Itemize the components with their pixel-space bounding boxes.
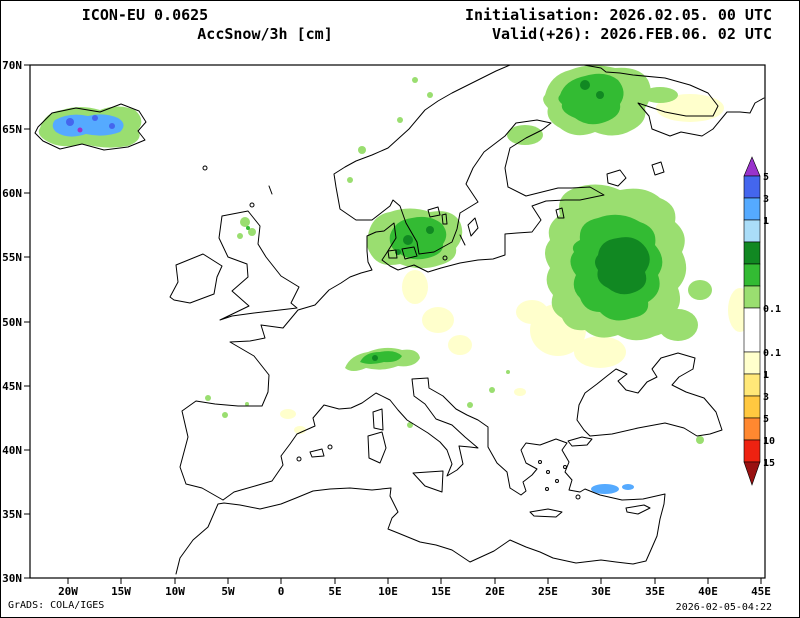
- lon-label: 25E: [538, 585, 558, 598]
- colorbar-segment: [743, 241, 761, 265]
- coastlines: [34, 64, 765, 575]
- lon-label: 40E: [698, 585, 718, 598]
- coast-marmara: [567, 436, 593, 447]
- title-model: ICON-EU 0.0625: [82, 6, 208, 24]
- footer-grads-credit: GrADS: COLA/IGES: [8, 600, 104, 611]
- coast-iceland: [34, 103, 147, 151]
- lon-label: 5E: [328, 585, 341, 598]
- lon-label: 5W: [221, 585, 235, 598]
- coast-crete: [529, 508, 563, 518]
- coast-shetland: [268, 185, 273, 195]
- coast-great-britain: [218, 210, 300, 321]
- colorbar-segment: [743, 156, 761, 177]
- colorbar-segment: [743, 461, 761, 486]
- coast-lake-onega: [651, 161, 665, 176]
- lon-axis: 20W 15W 10W 5W 0 5E 10E 15E 20E 25E 30E …: [58, 578, 771, 598]
- colorbar-segment: [743, 351, 761, 375]
- colorbar-segment: [743, 395, 761, 419]
- colorbar-segment: [743, 417, 761, 441]
- coast-mallorca: [309, 448, 325, 458]
- title-valid: Valid(+26): 2026.FEB.06. 02 UTC: [492, 25, 772, 43]
- lat-axis: 70N 65N 60N 55N 50N 45N 40N 35N 30N: [2, 59, 30, 585]
- lat-label: 30N: [2, 572, 22, 585]
- coast-mediterranean: [175, 377, 666, 575]
- colorbar-label: 0.1: [763, 348, 781, 359]
- coast-cyprus: [625, 504, 651, 515]
- lon-label: 30E: [591, 585, 611, 598]
- colorbar-segment: [743, 263, 761, 287]
- coast-funen: [387, 249, 398, 259]
- coast-black-sea: [576, 352, 723, 437]
- lat-label: 55N: [2, 251, 22, 264]
- lon-label: 10E: [378, 585, 398, 598]
- coast-rhodes: [575, 494, 581, 500]
- lat-label: 70N: [2, 59, 22, 72]
- colorbar-label: 1: [763, 370, 769, 381]
- lat-label: 60N: [2, 187, 22, 200]
- coast-lake-peipus: [555, 207, 565, 219]
- lat-label: 65N: [2, 123, 22, 136]
- coast-menorca: [327, 444, 333, 450]
- coast-sicily: [412, 470, 444, 493]
- footer-timestamp: 2026-02-05-04:22: [676, 602, 772, 613]
- colorbar-label: 5: [763, 172, 769, 183]
- colorbar-segment: [743, 175, 761, 199]
- title-initialisation: Initialisation: 2026.02.05. 00 UTC: [465, 6, 772, 24]
- coast-orkney: [249, 202, 255, 208]
- colorbar-label: 0.1: [763, 304, 781, 315]
- coast-zealand: [401, 246, 418, 260]
- colorbar-segment: [743, 307, 761, 353]
- coast-corsica: [372, 408, 384, 431]
- lat-label: 40N: [2, 444, 22, 457]
- coast-aegean-islands: [538, 460, 567, 491]
- colorbar-label: 5: [763, 414, 769, 425]
- coast-gotland: [467, 217, 479, 237]
- coast-bornholm: [442, 255, 448, 261]
- coast-lake-vanern: [427, 206, 441, 218]
- lat-label: 35N: [2, 508, 22, 521]
- coast-faroe: [202, 165, 208, 171]
- lon-label: 20E: [485, 585, 505, 598]
- coast-ibiza: [296, 456, 302, 462]
- coast-oland: [459, 234, 466, 246]
- colorbar-label: 1: [763, 216, 769, 227]
- lon-label: 10W: [165, 585, 185, 598]
- colorbar-label: 3: [763, 392, 769, 403]
- coast-lake-ladoga: [606, 169, 627, 187]
- coast-arctic-russia: [583, 64, 765, 137]
- colorbar-label: 10: [763, 436, 775, 447]
- colorbar-label: 15: [763, 458, 775, 469]
- snow-area-blue: [52, 114, 634, 494]
- colorbar-segment: [743, 219, 761, 243]
- colorbar-label: 3: [763, 194, 769, 205]
- snow-field: [38, 65, 752, 494]
- coast-sardinia: [367, 431, 387, 464]
- colorbar-segment: [743, 373, 761, 397]
- lon-label: 35E: [645, 585, 665, 598]
- colorbar-segment: [743, 439, 761, 463]
- lon-label: 15W: [111, 585, 131, 598]
- colorbar: 5 3 1 0.1 0.1 1 3 5 10 15: [743, 156, 781, 486]
- coast-lake-vattern: [441, 213, 448, 225]
- lon-label: 0: [278, 585, 285, 598]
- title-variable: AccSnow/3h [cm]: [197, 25, 332, 43]
- coast-ireland: [169, 253, 223, 304]
- lon-label: 20W: [58, 585, 78, 598]
- colorbar-segment: [743, 285, 761, 309]
- coast-mainland-west: [179, 64, 605, 501]
- colorbar-segment: [743, 197, 761, 221]
- lon-label: 15E: [431, 585, 451, 598]
- lat-label: 45N: [2, 380, 22, 393]
- snow-area-darkgreen: [372, 80, 650, 361]
- lon-label: 45E: [751, 585, 771, 598]
- lat-label: 50N: [2, 316, 22, 329]
